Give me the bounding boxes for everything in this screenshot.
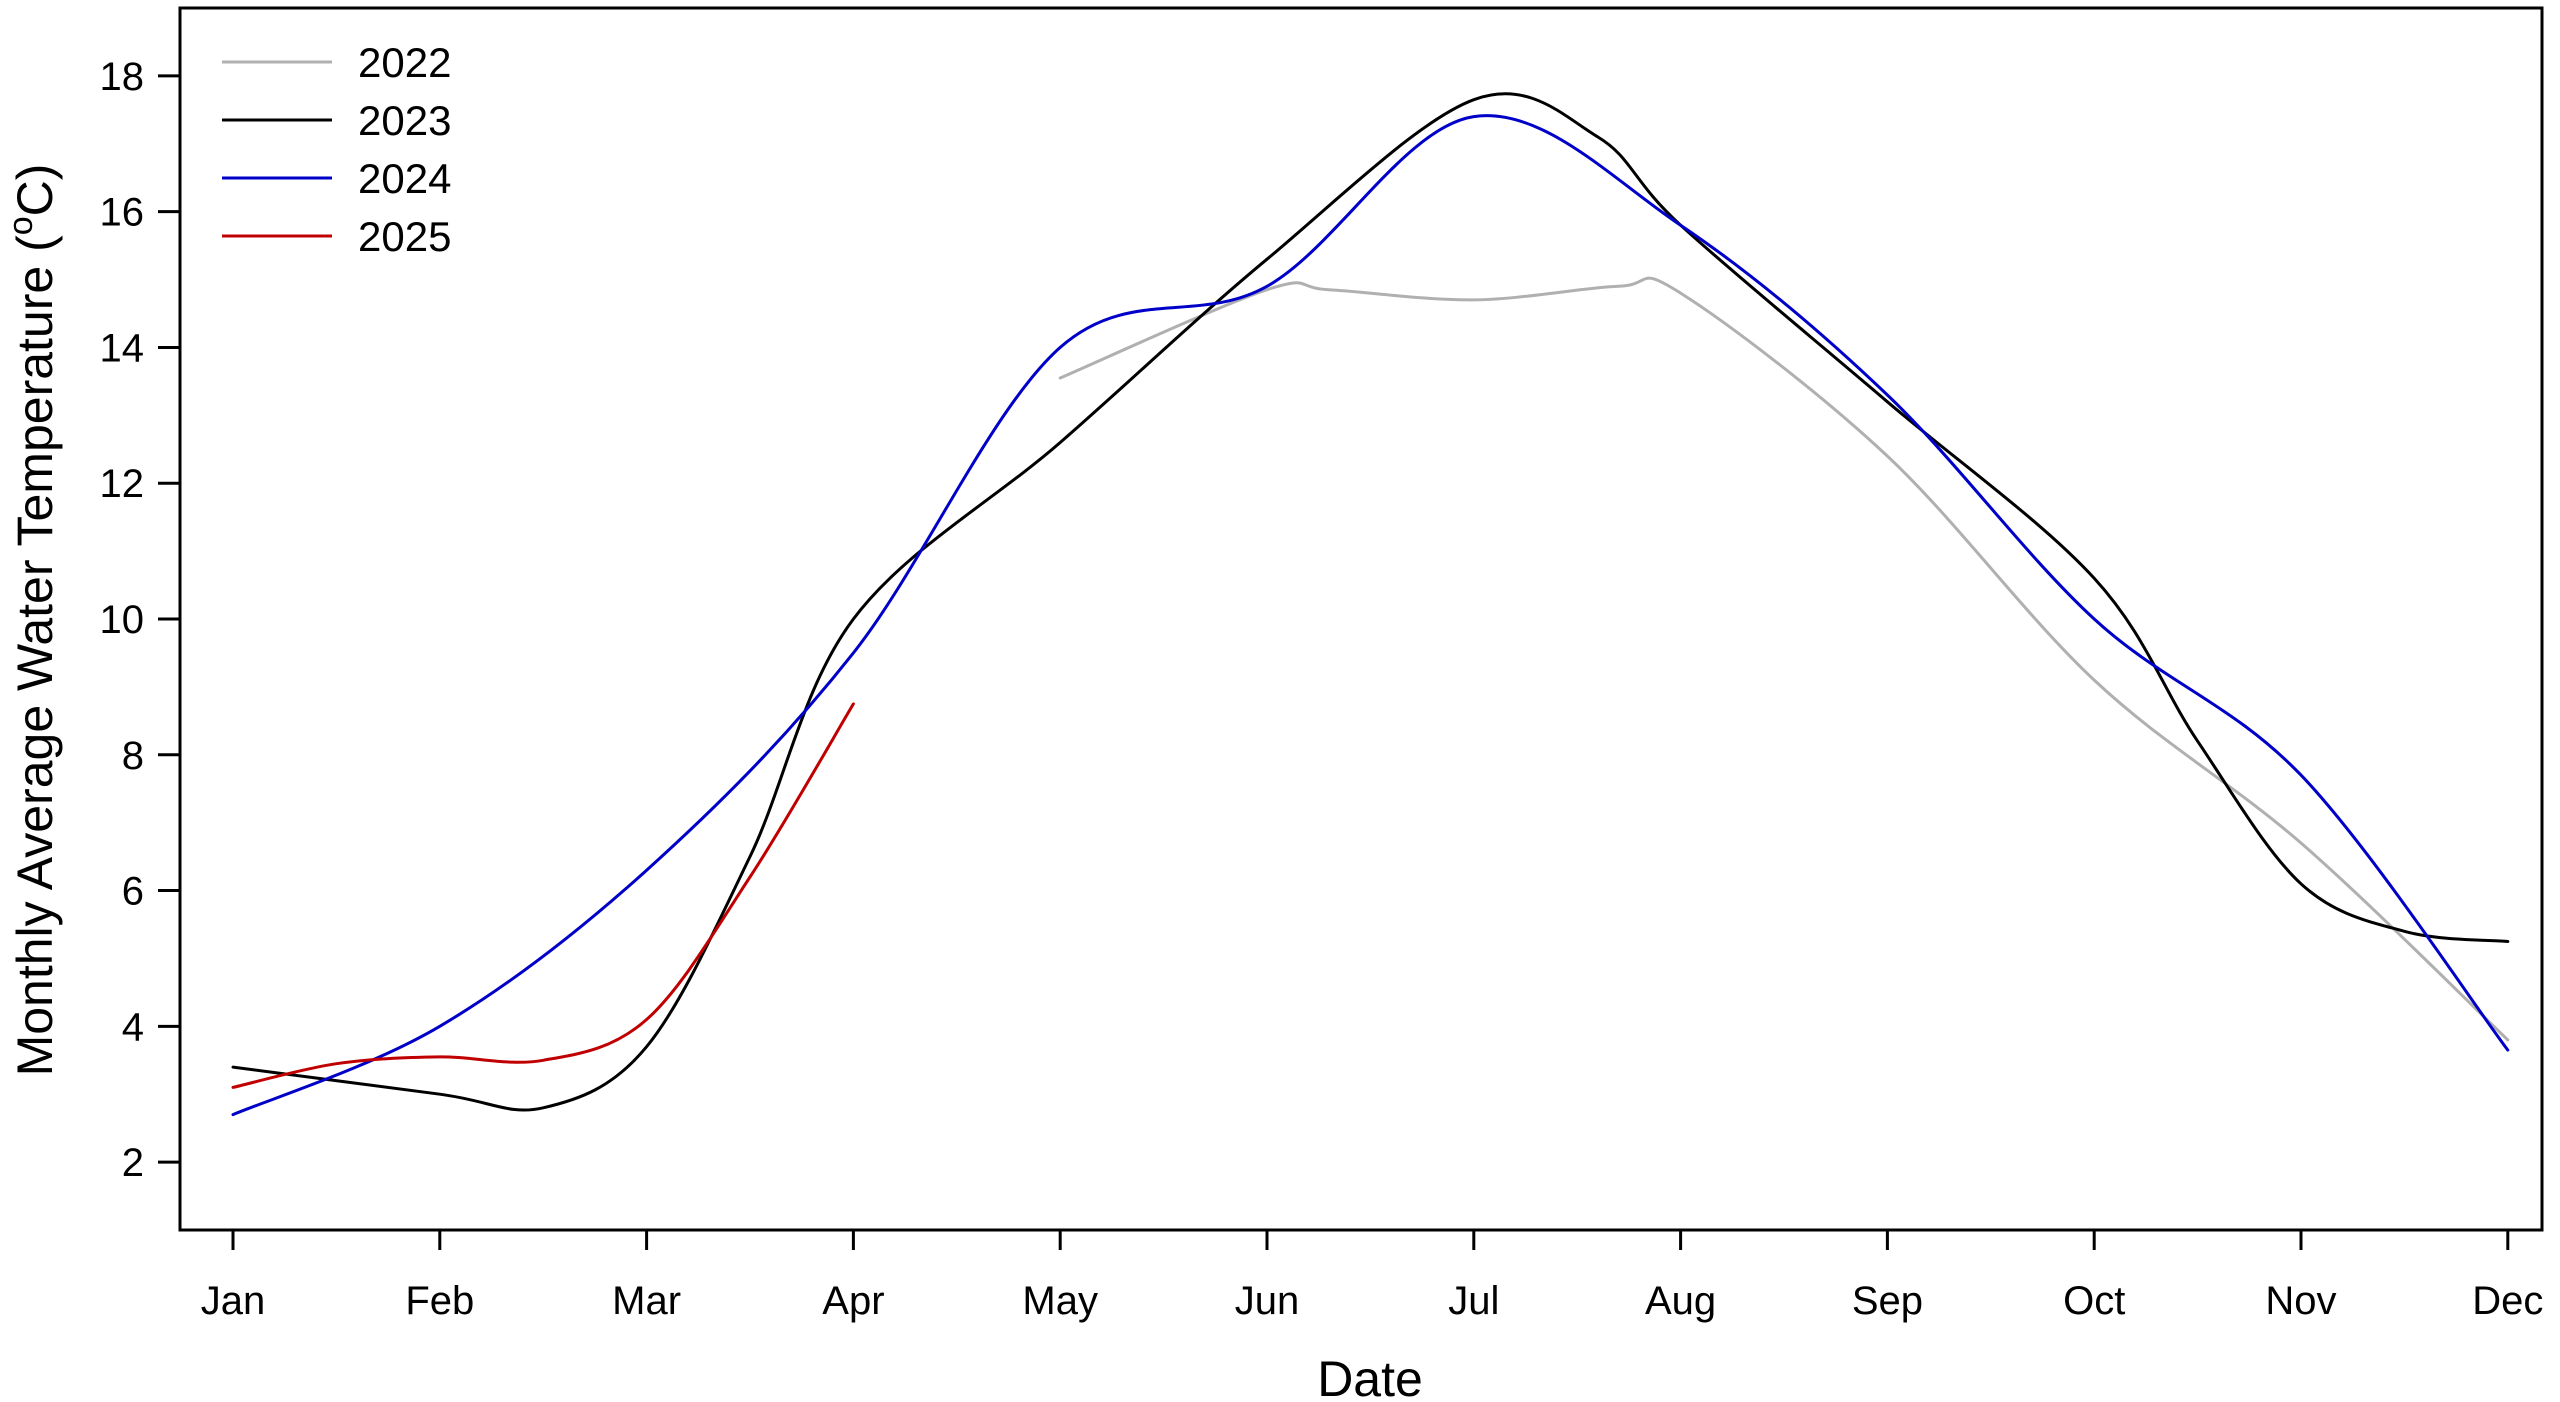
x-tick-label: Sep: [1852, 1279, 1923, 1323]
x-tick-label: Mar: [612, 1279, 681, 1323]
x-tick-label: Jul: [1448, 1279, 1499, 1323]
x-tick-label: Jan: [201, 1279, 266, 1323]
x-tick-label: Oct: [2063, 1279, 2125, 1323]
y-axis-title-unit: C): [7, 164, 63, 217]
y-tick-label: 8: [122, 734, 144, 778]
y-tick-label: 12: [100, 462, 145, 506]
y-tick-label: 18: [100, 55, 145, 99]
x-tick-label: Nov: [2265, 1279, 2336, 1323]
x-axis: Jan Feb Mar Apr May Jun Jul Aug Sep Oct Nov Dec: [201, 1230, 2543, 1323]
legend-label-2024: 2024: [358, 155, 451, 202]
y-tick-label: 6: [122, 870, 144, 914]
x-tick-label: Apr: [822, 1279, 884, 1323]
y-tick-label: 16: [100, 191, 145, 235]
series-lines: [231, 92, 2510, 1117]
x-tick-label: Feb: [405, 1279, 474, 1323]
y-axis: 2 4 6 8 10 12 14 16 18: [100, 55, 180, 1185]
y-tick-label: 4: [122, 1005, 144, 1049]
x-axis-title: Date: [1317, 1351, 1423, 1402]
legend: 2022 2023 2024 2025: [222, 39, 451, 260]
y-tick-label: 10: [100, 598, 145, 642]
y-axis-title: Monthly Average Water Temperature (oC): [2, 164, 63, 1077]
series-line-2024: [231, 114, 2510, 1117]
legend-label-2025: 2025: [358, 213, 451, 260]
x-tick-label: Aug: [1645, 1279, 1716, 1323]
series-line-2025: [231, 702, 855, 1089]
series-line-2022: [1058, 276, 2510, 1042]
legend-label-2022: 2022: [358, 39, 451, 86]
y-axis-title-main: Monthly Average Water Temperature (: [7, 235, 63, 1076]
y-tick-label: 14: [100, 326, 145, 370]
x-tick-label: May: [1022, 1279, 1098, 1323]
x-tick-label: Dec: [2472, 1279, 2543, 1323]
legend-label-2023: 2023: [358, 97, 451, 144]
x-tick-label: Jun: [1235, 1279, 1300, 1323]
y-tick-label: 2: [122, 1141, 144, 1185]
plot-frame: [178, 6, 2544, 1232]
series-line-2023: [231, 92, 2510, 1112]
y-axis-title-degree: o: [2, 216, 40, 235]
